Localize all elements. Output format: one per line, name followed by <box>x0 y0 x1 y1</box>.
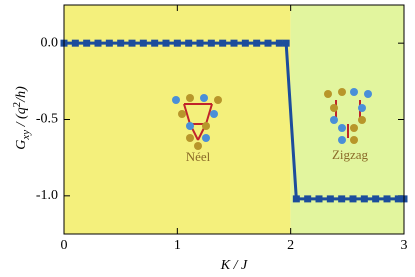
x-tick-label: 1 <box>174 238 181 253</box>
y-tick-label: -1.0 <box>36 188 58 203</box>
marker <box>282 39 290 47</box>
x-tick-label: 0 <box>61 238 68 253</box>
marker <box>275 39 283 47</box>
y-tick-label: 0.0 <box>41 35 59 50</box>
marker <box>207 39 215 47</box>
marker <box>105 39 113 47</box>
x-tick-label: 3 <box>401 238 408 253</box>
marker <box>326 195 334 203</box>
marker <box>304 195 312 203</box>
marker <box>372 195 380 203</box>
annotation: Néel <box>186 149 211 164</box>
zigzag-icon <box>324 88 372 144</box>
x-tick-label: 2 <box>287 238 294 253</box>
marker <box>264 39 272 47</box>
marker <box>71 39 79 47</box>
y-axis-label: Gxy / (q2/h) <box>11 86 32 150</box>
marker <box>292 195 300 203</box>
marker <box>394 195 402 203</box>
plot-frame <box>63 4 405 235</box>
marker <box>151 39 159 47</box>
marker <box>253 39 261 47</box>
marker <box>128 39 136 47</box>
marker <box>94 39 102 47</box>
marker <box>315 195 323 203</box>
neel-icon <box>172 94 222 150</box>
marker <box>241 39 249 47</box>
y-label-part: xy <box>20 130 32 141</box>
annotation: Zigzag <box>332 147 369 162</box>
marker <box>162 39 170 47</box>
y-label-part: G <box>14 140 29 150</box>
marker <box>383 195 391 203</box>
marker <box>185 39 193 47</box>
marker <box>338 195 346 203</box>
marker <box>230 39 238 47</box>
y-label-part: /h) <box>14 86 29 103</box>
y-label-part: 2 <box>11 102 23 108</box>
marker <box>173 39 181 47</box>
y-label-part: / (q <box>14 107 29 130</box>
marker <box>349 195 357 203</box>
marker <box>360 195 368 203</box>
marker <box>117 39 125 47</box>
marker <box>139 39 147 47</box>
x-axis-label: K / J <box>220 258 248 273</box>
shaded-region <box>64 5 291 234</box>
marker <box>83 39 91 47</box>
marker <box>196 39 204 47</box>
marker <box>219 39 227 47</box>
y-tick-label: -0.5 <box>36 112 58 127</box>
